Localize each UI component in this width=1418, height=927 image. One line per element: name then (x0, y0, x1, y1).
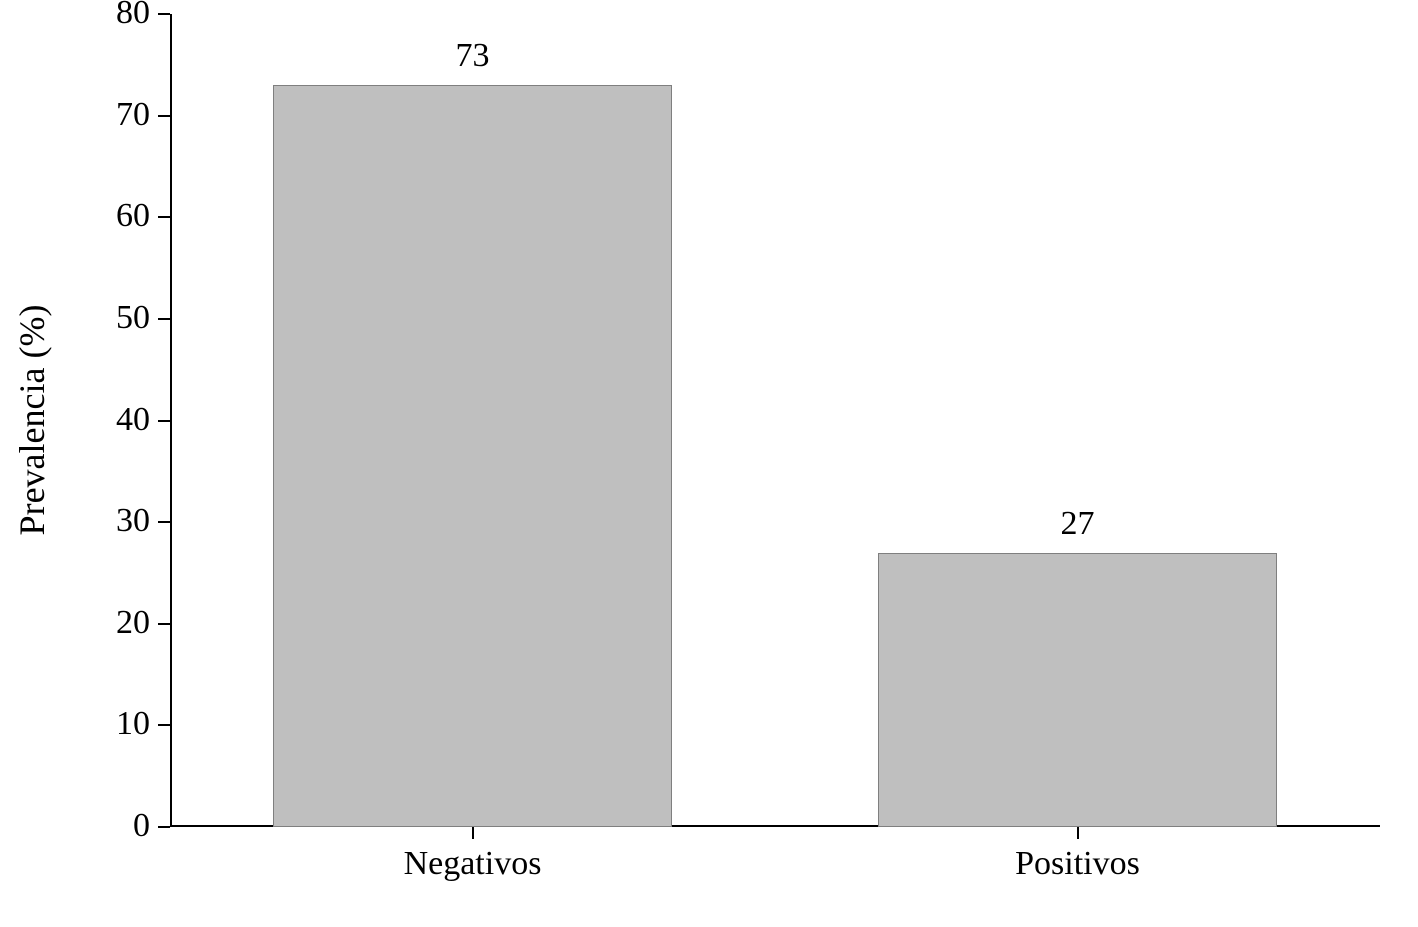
y-tick-label: 80 (80, 0, 150, 32)
y-tick (158, 420, 170, 422)
bar-chart: Prevalencia (%) 0 10 20 30 40 50 60 70 80 Negativ… (0, 0, 1418, 927)
x-tick (1077, 827, 1079, 839)
y-tick-label: 50 (80, 299, 150, 337)
bar (878, 553, 1277, 827)
bar-value-label: 27 (878, 505, 1277, 543)
bar (273, 85, 672, 827)
y-tick (158, 623, 170, 625)
y-tick (158, 115, 170, 117)
y-tick-label: 0 (80, 807, 150, 845)
y-tick-label: 60 (80, 197, 150, 235)
y-tick-label: 30 (80, 502, 150, 540)
x-category-label: Positivos (775, 845, 1380, 883)
y-tick-label: 20 (80, 604, 150, 642)
y-tick-label: 10 (80, 705, 150, 743)
y-tick (158, 724, 170, 726)
y-tick (158, 216, 170, 218)
y-axis-line (170, 14, 172, 827)
y-tick (158, 318, 170, 320)
y-tick-label: 40 (80, 401, 150, 439)
x-category-label: Negativos (170, 845, 775, 883)
y-tick (158, 521, 170, 523)
y-tick-label: 70 (80, 96, 150, 134)
x-tick (472, 827, 474, 839)
y-tick (158, 13, 170, 15)
bar-value-label: 73 (273, 37, 672, 75)
y-tick (158, 826, 170, 828)
y-axis-title: Prevalencia (%) (11, 220, 53, 620)
